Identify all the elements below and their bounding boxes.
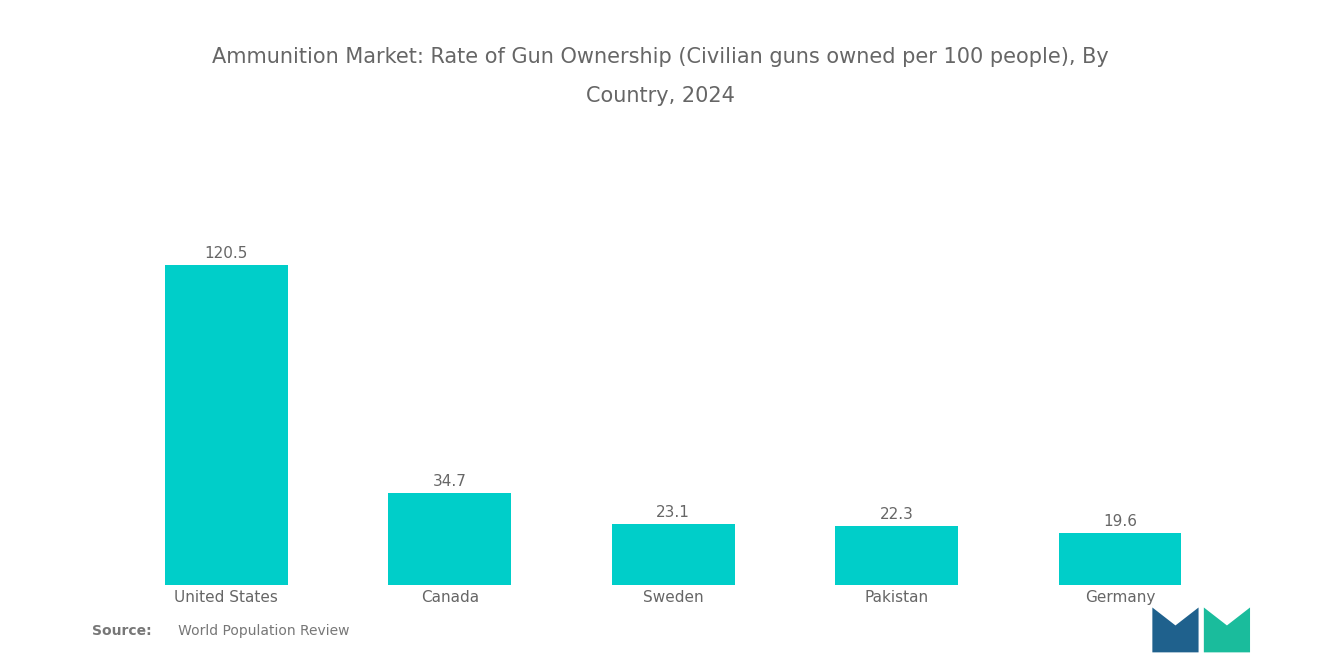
Text: 19.6: 19.6 bbox=[1104, 514, 1137, 529]
Bar bbox=[388, 493, 511, 585]
Text: Source:: Source: bbox=[92, 624, 152, 638]
Polygon shape bbox=[1204, 608, 1250, 652]
Bar bbox=[1059, 533, 1181, 585]
Text: 120.5: 120.5 bbox=[205, 245, 248, 261]
Text: Ammunition Market: Rate of Gun Ownership (Civilian guns owned per 100 people), B: Ammunition Market: Rate of Gun Ownership… bbox=[211, 47, 1109, 66]
Text: World Population Review: World Population Review bbox=[165, 624, 350, 638]
Text: Country, 2024: Country, 2024 bbox=[586, 86, 734, 106]
Text: 22.3: 22.3 bbox=[879, 507, 913, 522]
Text: 34.7: 34.7 bbox=[433, 474, 467, 489]
Bar bbox=[165, 265, 288, 585]
Text: 23.1: 23.1 bbox=[656, 505, 690, 520]
Bar bbox=[611, 524, 735, 585]
Polygon shape bbox=[1152, 608, 1199, 652]
Bar bbox=[836, 526, 958, 585]
